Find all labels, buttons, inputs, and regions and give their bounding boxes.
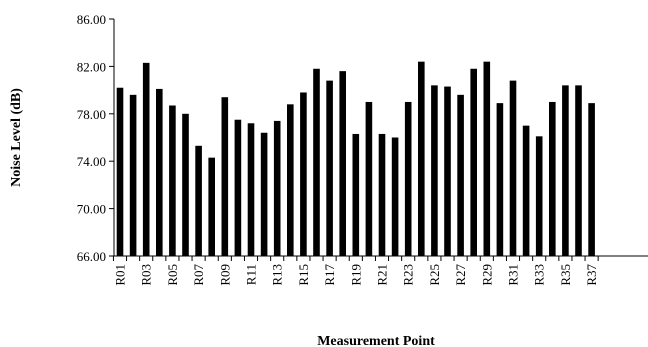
bar: [378, 133, 386, 256]
bar: [169, 105, 176, 256]
bar: [195, 145, 202, 256]
x-tick-label: R27: [453, 264, 468, 286]
bar: [142, 62, 150, 256]
bar: [535, 136, 543, 256]
x-tick-label: R37: [584, 264, 599, 286]
bar: [404, 101, 412, 256]
y-tick-label: 74.00: [77, 154, 106, 169]
x-tick-label: R29: [479, 264, 494, 286]
bar: [470, 68, 477, 257]
bar: [522, 125, 530, 257]
bar: [260, 132, 268, 256]
x-tick-label: R13: [270, 264, 285, 286]
bar: [287, 104, 294, 256]
y-tick-label: 82.00: [77, 59, 106, 74]
x-tick-label: R19: [348, 264, 363, 286]
bar: [391, 137, 399, 256]
bar: [575, 85, 582, 256]
y-axis-ticks: 66.00 70.00 74.00 78.00 82.00 86.00: [77, 12, 114, 264]
bar: [365, 101, 373, 256]
bar: [352, 133, 360, 256]
bar: [457, 94, 464, 256]
bar: [483, 61, 491, 256]
bar: [300, 92, 307, 256]
bar: [116, 87, 124, 256]
x-tick-label: R21: [375, 264, 390, 286]
bar: [339, 71, 346, 256]
x-axis-title: Measurement Point: [317, 334, 435, 347]
bar: [234, 119, 242, 256]
bar: [326, 80, 333, 257]
x-tick-label: R35: [558, 264, 573, 286]
x-axis-ticks: R01 R03 R05 R07 R09 R11 R13 R15 R17 R19 R21 R23 R25 R…: [113, 256, 599, 286]
x-tick-label: R05: [165, 264, 180, 286]
y-tick-label: 70.00: [77, 202, 106, 217]
x-tick-label: R25: [427, 264, 442, 286]
bar: [444, 86, 451, 256]
y-tick-label: 78.00: [77, 107, 106, 122]
x-tick-label: R09: [217, 264, 232, 286]
y-tick-label: 66.00: [77, 249, 106, 264]
bar: [549, 101, 556, 256]
x-tick-label: R23: [401, 264, 416, 286]
bar: [129, 94, 137, 256]
bar: [273, 120, 281, 256]
x-tick-label: R03: [139, 264, 154, 286]
x-tick-label: R07: [191, 264, 206, 286]
bar: [431, 85, 438, 256]
bar: [562, 85, 569, 256]
x-tick-label: R01: [113, 264, 128, 286]
bar: [221, 97, 229, 257]
y-axis-title: Noise Level (dB): [9, 88, 24, 187]
bar: [509, 80, 517, 257]
x-tick-label: R31: [506, 264, 521, 286]
bar: [313, 68, 320, 257]
x-tick-label: R15: [296, 264, 311, 286]
bar: [496, 103, 504, 256]
bar: [208, 157, 215, 256]
bar: [182, 113, 189, 256]
bar: [156, 88, 163, 256]
bar: [247, 123, 255, 256]
bar: [588, 103, 595, 256]
x-tick-label: R17: [322, 264, 337, 286]
y-tick-label: 86.00: [77, 12, 106, 27]
x-tick-label: R33: [532, 264, 547, 286]
bar-series: [116, 61, 595, 257]
bar: [418, 61, 425, 256]
x-tick-label: R11: [244, 264, 259, 285]
